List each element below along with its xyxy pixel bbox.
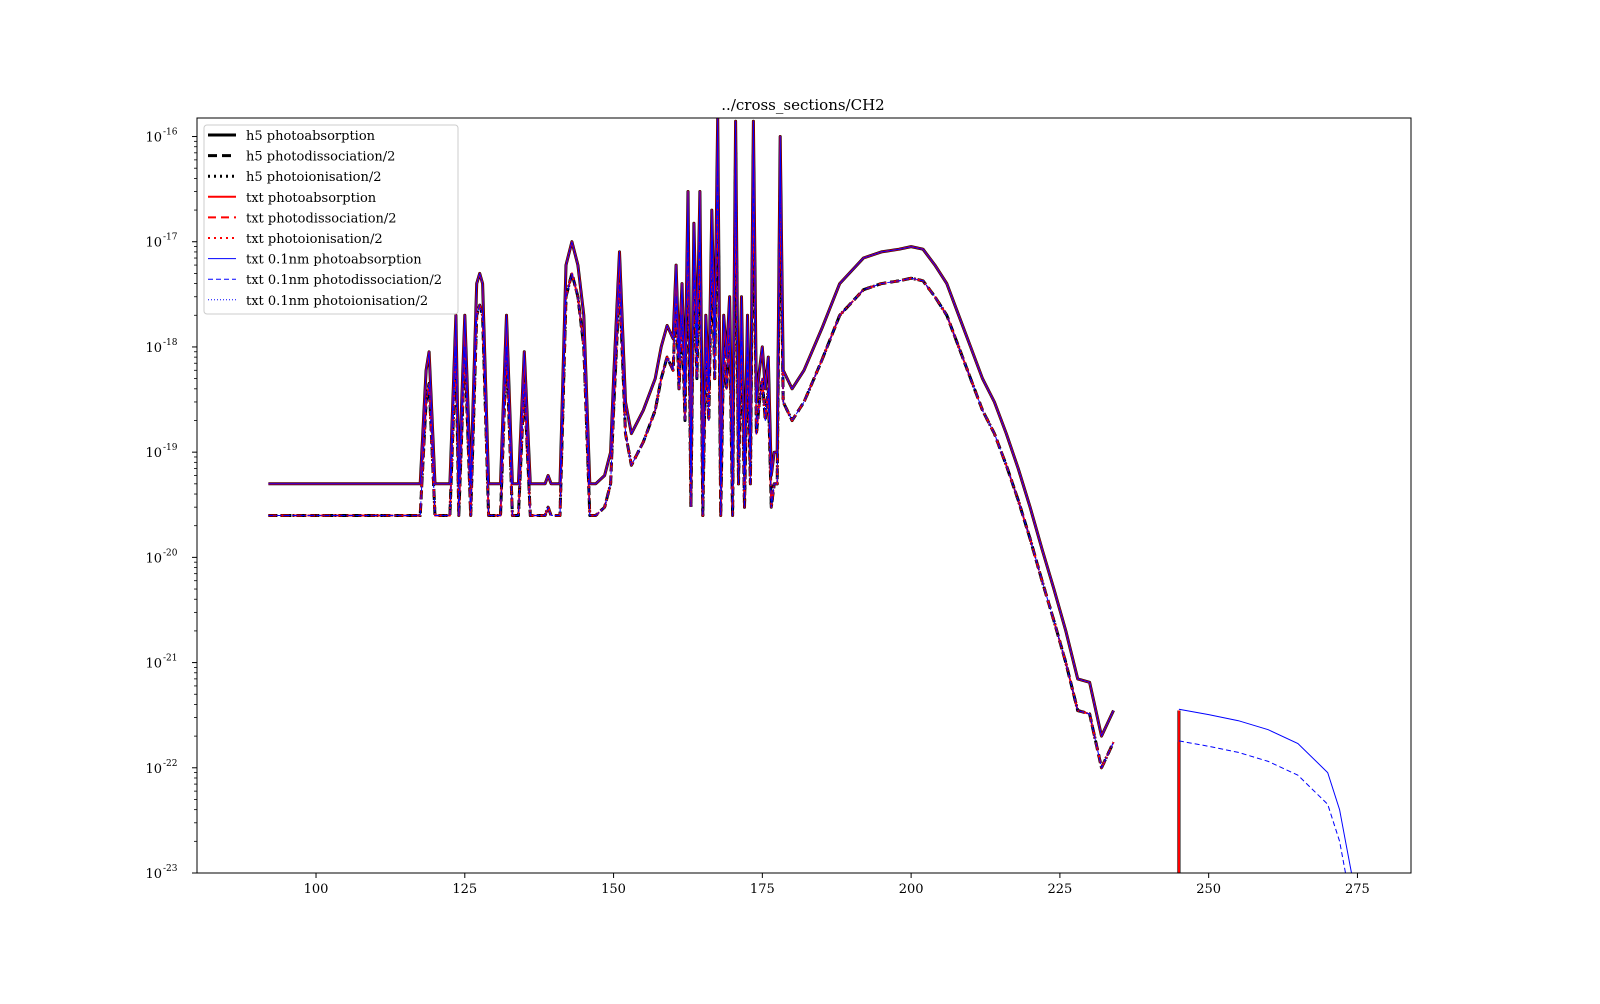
legend-label: txt photoionisation/2 [246,232,383,247]
legend-label: h5 photodissociation/2 [246,150,395,165]
x-tick-label: 275 [1345,882,1370,897]
series-line [268,118,1114,737]
series-line [268,148,1115,769]
y-tick-label-base: 10 [145,867,162,882]
y-tick-label-base: 10 [145,762,162,777]
y-tick-label-exp: -16 [163,128,178,138]
series-layer [268,118,1352,873]
y-tick-label-base: 10 [145,131,162,146]
legend-label: txt 0.1nm photoabsorption [246,253,422,268]
series-6 [268,118,1352,873]
x-tick-label: 200 [899,882,924,897]
plot-frame [196,117,1412,874]
y-tick-label-base: 10 [145,341,162,356]
legend-box [203,124,459,315]
legend-label: h5 photoionisation/2 [246,170,382,185]
x-tick-label: 125 [452,882,477,897]
y-tick-label-base: 10 [145,236,162,251]
series-7 [268,149,1347,873]
y-tick-label-base: 10 [145,446,162,461]
legend-label: txt photoabsorption [246,191,377,206]
legend-label: h5 photoabsorption [246,129,376,144]
legend: h5 photoabsorption h5 photodissociation/2… [203,124,459,315]
legend-label: txt 0.1nm photoionisation/2 [246,294,428,309]
x-axis: 100 125 150 175 200 225 250 275 [304,873,1370,897]
x-tick-label: 150 [601,882,626,897]
y-tick-label-exp: -20 [163,548,178,558]
y-tick-label-exp: -22 [163,759,178,769]
series-tail [1178,740,1347,873]
legend-label: txt photodissociation/2 [246,211,397,226]
x-tick-label: 250 [1196,882,1221,897]
legend-label: txt 0.1nm photodissociation/2 [246,273,442,288]
series-line [268,149,1114,769]
series-5 [268,148,1115,769]
y-tick-label-exp: -18 [163,338,178,348]
x-tick-label: 175 [750,882,775,897]
y-tick-label-exp: -21 [163,654,178,664]
chart-title: ../cross_sections/CH2 [721,96,884,114]
y-tick-label-base: 10 [145,551,162,566]
y-tick-label-exp: -19 [163,443,178,453]
x-tick-label: 225 [1047,882,1072,897]
y-tick-label-base: 10 [145,657,162,672]
series-tail [1178,708,1352,873]
x-tick-label: 100 [304,882,329,897]
y-tick-label-exp: -17 [163,233,178,243]
y-tick-label-exp: -23 [163,864,178,874]
